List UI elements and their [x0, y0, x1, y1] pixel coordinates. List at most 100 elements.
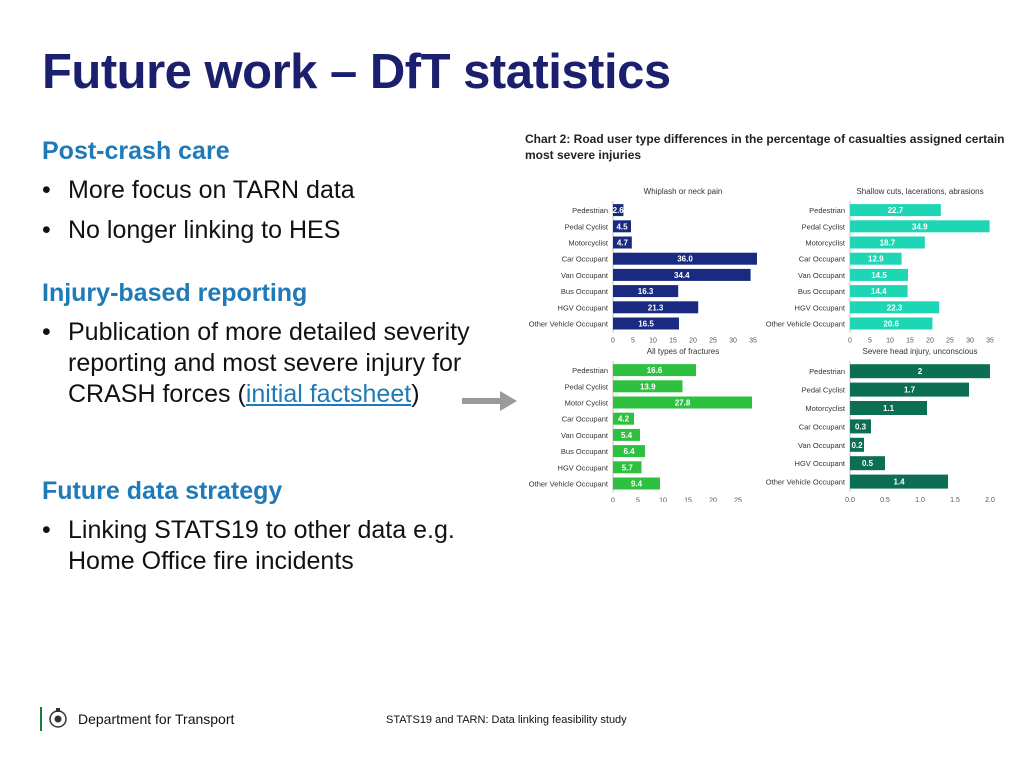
- tick-label: 5: [631, 338, 635, 345]
- tick-label: 1.0: [915, 497, 925, 502]
- bar: [850, 364, 990, 379]
- bar: [850, 401, 927, 415]
- bar: [613, 428, 640, 441]
- data-label: 34.4: [674, 271, 690, 280]
- tick-label: 25: [734, 498, 742, 502]
- data-label: 16.3: [638, 287, 654, 296]
- category-label: Motor Cyclist: [565, 399, 609, 408]
- category-label: Motorcyclist: [568, 239, 609, 248]
- data-label: 0.5: [862, 459, 874, 468]
- tick-label: 10: [886, 338, 894, 345]
- post-crash-care-list: More focus on TARN data No longer linkin…: [42, 175, 512, 255]
- bar: [613, 364, 696, 377]
- panel-subtitle: All types of fractures: [647, 347, 719, 356]
- tick-label: 20: [709, 498, 717, 502]
- logo-divider: [40, 707, 42, 731]
- bullet-item: Linking STATS19 to other data e.g. Home …: [42, 515, 512, 577]
- bar: [850, 419, 871, 434]
- data-label: 13.9: [640, 382, 656, 391]
- data-label: 2.6: [613, 206, 625, 215]
- tick-label: 15: [669, 338, 677, 345]
- panel-subtitle: Severe head injury, unconscious: [862, 347, 977, 356]
- bar: [613, 380, 683, 393]
- bar: [850, 382, 969, 397]
- data-label: 12.9: [868, 255, 884, 264]
- bar: [613, 477, 660, 490]
- bar: [613, 252, 757, 265]
- data-label: 6.4: [623, 447, 635, 456]
- category-label: HGV Occupant: [558, 463, 609, 472]
- data-label: 34.9: [912, 222, 928, 231]
- organisation-name: Department for Transport: [78, 711, 235, 727]
- data-label: 4.5: [616, 222, 628, 231]
- category-label: HGV Occupant: [558, 303, 609, 312]
- category-label: Pedal Cyclist: [802, 222, 846, 231]
- data-label: 16.5: [638, 320, 654, 329]
- category-label: Bus Occupant: [561, 447, 609, 456]
- tick-label: 30: [966, 338, 974, 345]
- bar: [850, 252, 902, 265]
- tick-label: 5: [868, 338, 872, 345]
- initial-factsheet-link[interactable]: initial factsheet: [245, 380, 412, 408]
- bar: [850, 301, 940, 314]
- category-label: Car Occupant: [799, 255, 846, 264]
- bar: [850, 474, 948, 489]
- tick-label: 35: [986, 338, 994, 345]
- category-label: HGV Occupant: [795, 459, 846, 468]
- data-label: 5.7: [622, 463, 634, 472]
- tick-label: 25: [709, 338, 717, 345]
- category-label: Other Vehicle Occupant: [529, 320, 609, 329]
- tick-label: 20: [926, 338, 934, 345]
- category-label: Pedestrian: [572, 366, 608, 375]
- bar: [613, 268, 751, 281]
- heading-post-crash-care: Post-crash care: [42, 137, 230, 165]
- category-label: Van Occupant: [798, 271, 846, 280]
- data-label: 14.4: [871, 287, 887, 296]
- bar: [613, 317, 679, 330]
- data-label: 1.7: [904, 386, 916, 395]
- category-label: Pedal Cyclist: [565, 222, 609, 231]
- tick-label: 0: [611, 338, 615, 345]
- category-label: Pedestrian: [809, 206, 845, 215]
- bullet-item: No longer linking to HES: [42, 215, 512, 246]
- data-label: 27.8: [675, 399, 691, 408]
- bar: [613, 204, 624, 217]
- bar: [850, 236, 925, 249]
- category-label: Van Occupant: [798, 441, 846, 450]
- bar: [850, 268, 908, 281]
- tick-label: 10: [649, 338, 657, 345]
- panel-subtitle: Whiplash or neck pain: [644, 187, 723, 196]
- slide-title: Future work – DfT statistics: [42, 45, 671, 99]
- heading-future-data-strategy: Future data strategy: [42, 477, 283, 505]
- category-label: Other Vehicle Occupant: [766, 320, 846, 329]
- injury-reporting-list: Publication of more detailed severity re…: [42, 317, 512, 419]
- category-label: Pedestrian: [572, 206, 608, 215]
- bar: [613, 396, 752, 409]
- data-label: 4.2: [618, 415, 630, 424]
- tick-label: 0: [848, 338, 852, 345]
- bar: [850, 317, 933, 330]
- bullet-text: Publication of more detailed severity re…: [68, 318, 470, 408]
- data-label: 18.7: [880, 239, 896, 248]
- tick-label: 15: [684, 498, 692, 502]
- data-label: 2: [918, 367, 923, 376]
- arrow-right-icon: [462, 391, 517, 411]
- future-data-list: Linking STATS19 to other data e.g. Home …: [42, 515, 512, 586]
- category-label: Van Occupant: [561, 431, 609, 440]
- tick-label: 0: [611, 498, 615, 502]
- data-label: 22.3: [887, 303, 903, 312]
- data-label: 16.6: [647, 366, 663, 375]
- data-label: 4.7: [617, 239, 629, 248]
- category-label: Pedestrian: [809, 367, 845, 376]
- bar: [613, 285, 679, 298]
- tick-label: 0.5: [880, 497, 890, 502]
- royal-crest-icon: [49, 708, 67, 728]
- panel-subtitle: Shallow cuts, lacerations, abrasions: [856, 187, 983, 196]
- bar: [850, 456, 885, 471]
- chart-title: Chart 2: Road user type differences in t…: [525, 132, 1005, 162]
- data-label: 20.6: [883, 320, 899, 329]
- tick-label: 20: [689, 338, 697, 345]
- tick-label: 15: [906, 338, 914, 345]
- injury-chart: Whiplash or neck pain Pedestrian 2.6 Pedal …: [529, 187, 995, 502]
- bar: [850, 204, 941, 217]
